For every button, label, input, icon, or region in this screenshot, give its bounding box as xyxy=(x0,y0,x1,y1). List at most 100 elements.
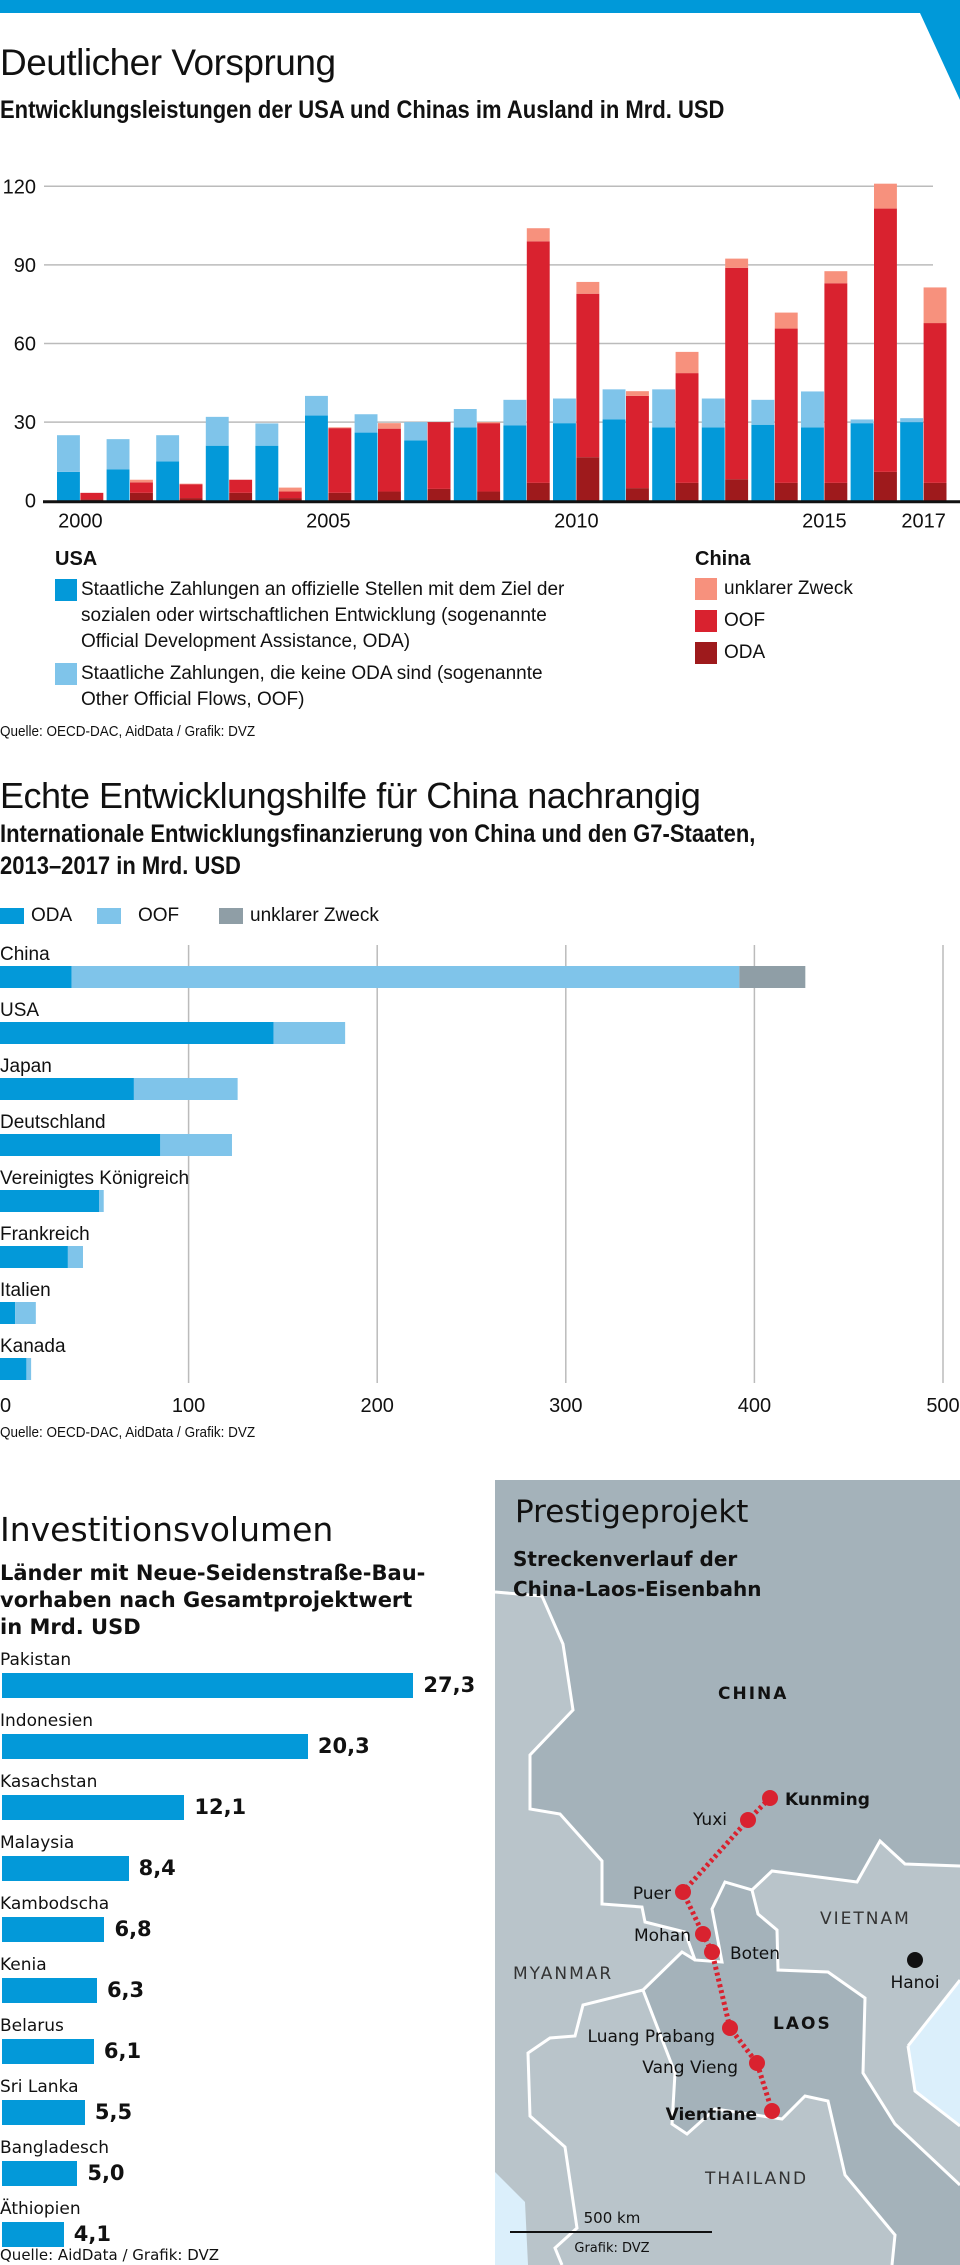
bar-china-oda-2003 xyxy=(229,492,253,501)
station-marker xyxy=(695,1926,711,1942)
y-tick-label: 120 xyxy=(3,176,36,198)
y-tick-label: 0 xyxy=(25,491,36,513)
bar-china-unklarer-zweck-2004 xyxy=(278,487,302,492)
value-label: 8,4 xyxy=(138,1856,176,1880)
bar-usa-oda-2014 xyxy=(751,424,775,501)
bar-usa-oda-2017 xyxy=(900,422,924,501)
station-marker xyxy=(749,2055,765,2071)
bar-usa-oof-2015 xyxy=(801,391,824,428)
x-tick-label: 2000 xyxy=(58,511,103,533)
section2-legend: ODA OOF unklarer Zweck xyxy=(0,903,500,929)
legend-china: China unklarer Zweck OOF ODA xyxy=(695,548,955,678)
legend-swatch-usa-oda xyxy=(55,579,77,601)
bar-oda xyxy=(0,1078,134,1100)
bar-china-oda-2014 xyxy=(774,482,798,501)
bar-usa-oof-2002 xyxy=(156,435,180,462)
bar-china-unklarer-zweck-2017 xyxy=(923,287,947,324)
map-scale-label: 500 km xyxy=(584,2209,641,2227)
bar-usa-oda-2004 xyxy=(255,445,279,501)
bar-china-oof-2013 xyxy=(725,267,749,480)
station-label: Luang Prabang xyxy=(588,2027,715,2047)
bar-oof xyxy=(99,1190,104,1212)
bar-china-oda-2013 xyxy=(725,479,749,501)
bar-oda xyxy=(0,1358,27,1380)
bar-usa-oof-2011 xyxy=(602,389,626,420)
station-label: Vang Vieng xyxy=(642,2058,738,2078)
bar-usa-oof-2007 xyxy=(404,422,428,441)
bar-china-oof-2016 xyxy=(874,208,897,472)
station-label: Boten xyxy=(730,1944,780,1964)
bar-china-oof-2015 xyxy=(824,283,848,483)
bar-oof xyxy=(273,1022,346,1044)
bar-usa-oof-2013 xyxy=(701,398,725,428)
bar-china-oda-2012 xyxy=(675,482,699,501)
map-title: Prestigeprojekt xyxy=(515,1494,748,1530)
country-label: Pakistan xyxy=(0,1650,72,1670)
bar-usa-oof-2006 xyxy=(354,414,378,433)
value-label: 5,5 xyxy=(94,2100,133,2124)
borders xyxy=(495,1590,960,2265)
legend-oda: ODA xyxy=(31,905,73,926)
bar-china-unklarer-zweck-2016 xyxy=(874,183,897,209)
station-label: Mohan xyxy=(634,1926,691,1946)
bar-china-oda-2010 xyxy=(576,457,600,501)
value-label: 12,1 xyxy=(194,1795,247,1819)
region-vietnam xyxy=(752,1841,960,2185)
legend-swatch-china-oof xyxy=(695,610,717,632)
bar xyxy=(2,1917,105,1942)
x-tick-label: 300 xyxy=(549,1395,582,1417)
section1-title: Deutlicher Vorsprung xyxy=(0,42,336,83)
bar-usa-oof-2001 xyxy=(106,439,130,470)
station-label: Kunming xyxy=(785,1790,870,1810)
bar-oda xyxy=(0,1022,274,1044)
bar-china-unklarer-zweck-2006 xyxy=(378,423,401,429)
bar-usa-oda-2003 xyxy=(205,445,229,501)
bar-oof xyxy=(71,966,740,988)
x-tick-label: 2015 xyxy=(802,511,847,533)
bar-usa-oda-2008 xyxy=(453,427,477,501)
bar-usa-oda-2001 xyxy=(106,469,130,501)
station-label: Vientiane xyxy=(666,2105,757,2125)
bar-usa-oof-2005 xyxy=(305,395,328,416)
country-label: Frankreich xyxy=(0,1224,90,1245)
corner-accent xyxy=(920,0,960,100)
legend-swatch-oof xyxy=(97,908,121,924)
bar-oda xyxy=(0,1246,68,1268)
bar-usa-oda-2011 xyxy=(602,419,626,501)
x-tick-label: 2010 xyxy=(554,511,599,533)
x-tick-label: 2005 xyxy=(306,511,351,533)
station-label: Yuxi xyxy=(692,1810,727,1830)
bar-usa-oof-2003 xyxy=(205,416,229,446)
value-label: 4,1 xyxy=(73,2222,111,2246)
bar-usa-oof-2008 xyxy=(453,409,477,428)
section3-source: Quelle: AidData / Grafik: DVZ xyxy=(0,2246,220,2264)
x-tick-label: 500 xyxy=(926,1395,959,1417)
label-china: CHINA xyxy=(718,1684,788,1704)
map-svg: Prestigeprojekt Streckenverlauf der Chin… xyxy=(495,1480,960,2265)
bar xyxy=(2,1795,185,1820)
x-tick-label: 2017 xyxy=(901,511,946,533)
bar-china-oda-2017 xyxy=(923,482,947,501)
bar-usa-oda-2012 xyxy=(652,427,676,501)
bar-oof xyxy=(67,1246,83,1268)
country-label: Belarus xyxy=(0,2016,64,2036)
top-brand-band xyxy=(0,0,960,13)
sea-west xyxy=(495,2172,528,2265)
x-tick-label: 100 xyxy=(172,1395,205,1417)
legend-swatch-china-unclear xyxy=(695,578,717,600)
label-thailand: THAILAND xyxy=(704,2169,808,2189)
legend-usa-oof-text: Staatliche Zahlungen, die keine ODA sind… xyxy=(81,663,543,710)
bar-china-oof-2002 xyxy=(179,484,203,499)
bar-oof xyxy=(15,1302,36,1324)
x-tick-label: 0 xyxy=(0,1395,11,1417)
station-marker xyxy=(762,1790,778,1806)
legend-usa-oda-text: Staatliche Zahlungen an offizielle Stell… xyxy=(81,579,565,652)
bar-china-unklarer-zweck-2010 xyxy=(576,281,600,294)
bar-usa-oda-2016 xyxy=(850,423,874,501)
value-label: 5,0 xyxy=(87,2161,125,2185)
value-label: 6,3 xyxy=(106,1978,145,2002)
legend-china-oda: ODA xyxy=(724,642,766,663)
bar-china-oof-2004 xyxy=(278,491,302,499)
bar-china-oof-2010 xyxy=(576,293,600,458)
bar-china-oof-2005 xyxy=(328,428,352,493)
